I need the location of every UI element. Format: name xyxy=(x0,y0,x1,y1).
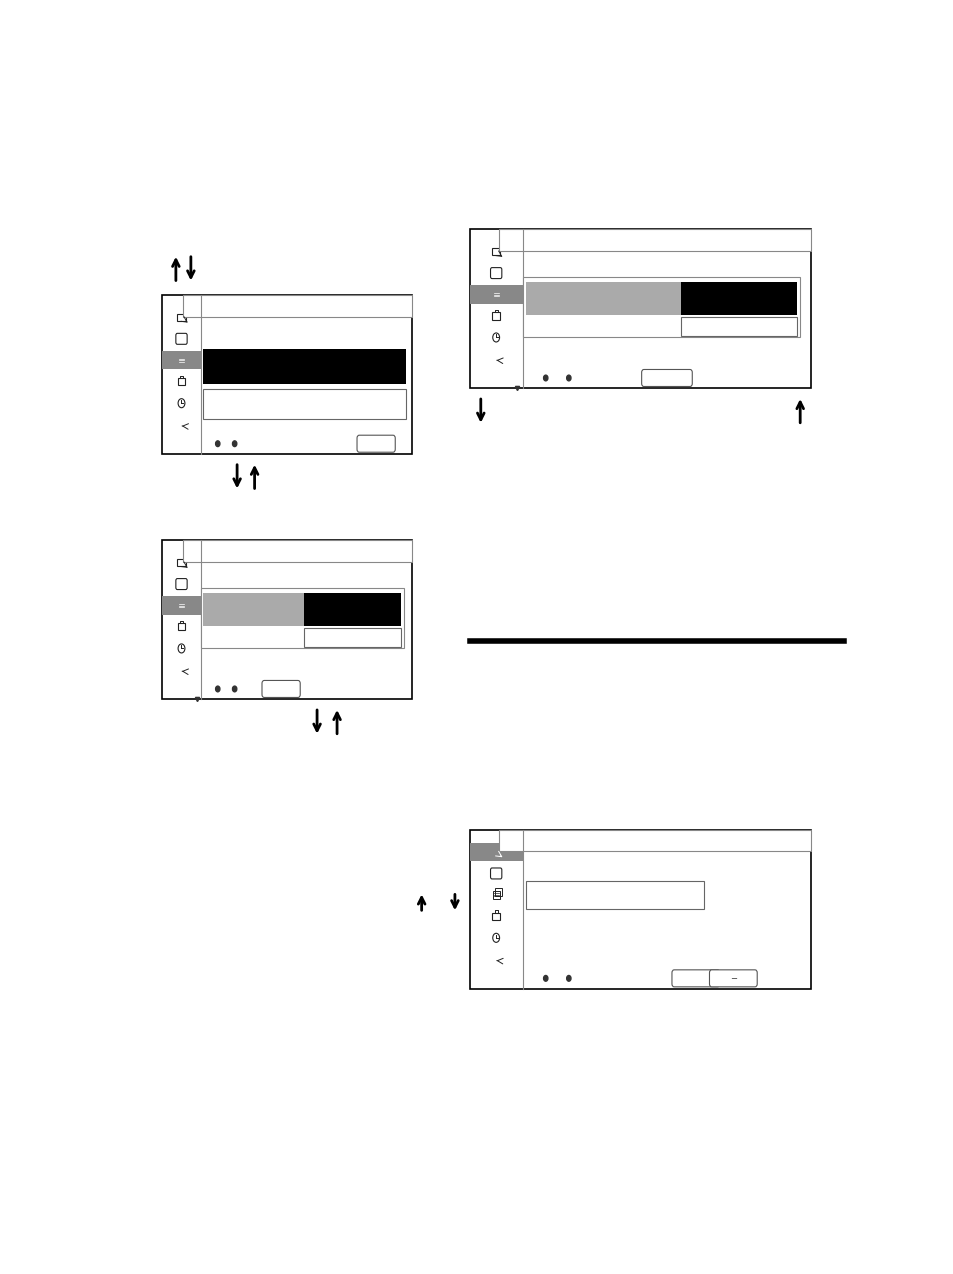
Bar xyxy=(469,285,522,303)
FancyBboxPatch shape xyxy=(671,970,719,987)
Circle shape xyxy=(566,976,571,981)
Circle shape xyxy=(215,441,220,447)
Circle shape xyxy=(233,687,236,692)
Bar xyxy=(469,829,810,989)
Bar xyxy=(162,596,201,614)
Circle shape xyxy=(233,441,236,447)
Bar xyxy=(304,628,401,647)
Bar xyxy=(183,296,412,316)
Bar xyxy=(680,317,796,336)
Bar xyxy=(203,349,405,385)
Circle shape xyxy=(215,687,220,692)
Bar xyxy=(183,540,412,562)
Text: −: − xyxy=(729,973,736,982)
FancyBboxPatch shape xyxy=(356,436,395,452)
Bar xyxy=(469,843,522,861)
FancyBboxPatch shape xyxy=(709,970,757,987)
Circle shape xyxy=(566,375,571,381)
Bar xyxy=(469,229,810,389)
Bar xyxy=(680,282,796,315)
Bar xyxy=(162,352,201,369)
Bar xyxy=(203,389,405,419)
FancyBboxPatch shape xyxy=(262,680,300,697)
Bar xyxy=(525,282,680,315)
FancyBboxPatch shape xyxy=(641,369,692,386)
Circle shape xyxy=(543,375,547,381)
Circle shape xyxy=(543,976,547,981)
Bar xyxy=(498,829,810,851)
Bar xyxy=(162,540,412,699)
Bar xyxy=(525,880,703,910)
Bar xyxy=(522,276,799,338)
Bar xyxy=(203,592,304,627)
Bar xyxy=(201,589,403,648)
Bar xyxy=(304,592,401,627)
Bar xyxy=(498,229,810,251)
Bar xyxy=(162,296,412,454)
